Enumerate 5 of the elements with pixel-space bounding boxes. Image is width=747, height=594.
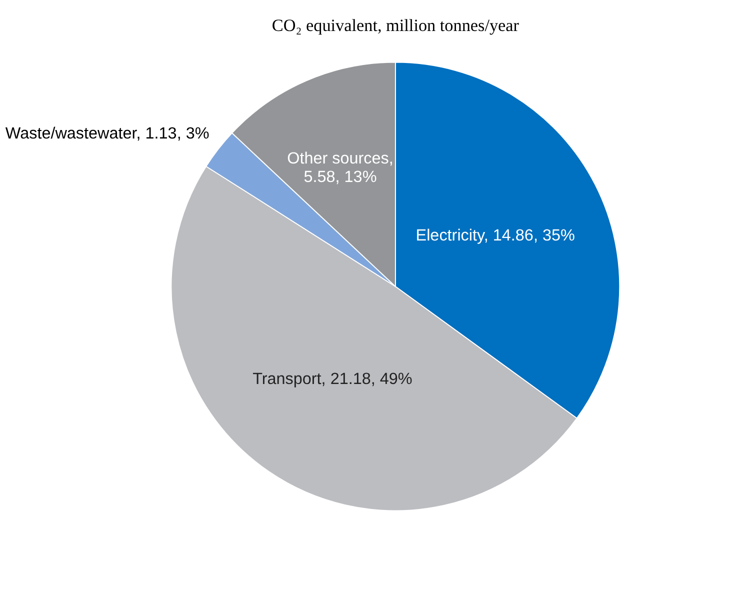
slice-label: Transport, 21.18, 49%: [252, 370, 412, 388]
slice-label: Other sources, 5.58, 13%: [287, 150, 394, 186]
slice-label: Electricity, 14.86, 35%: [416, 226, 575, 244]
chart-title: CO₂ equivalent, million tonnes/year: [272, 16, 520, 35]
slice-label: Waste/wastewater, 1.13, 3%: [5, 124, 210, 142]
